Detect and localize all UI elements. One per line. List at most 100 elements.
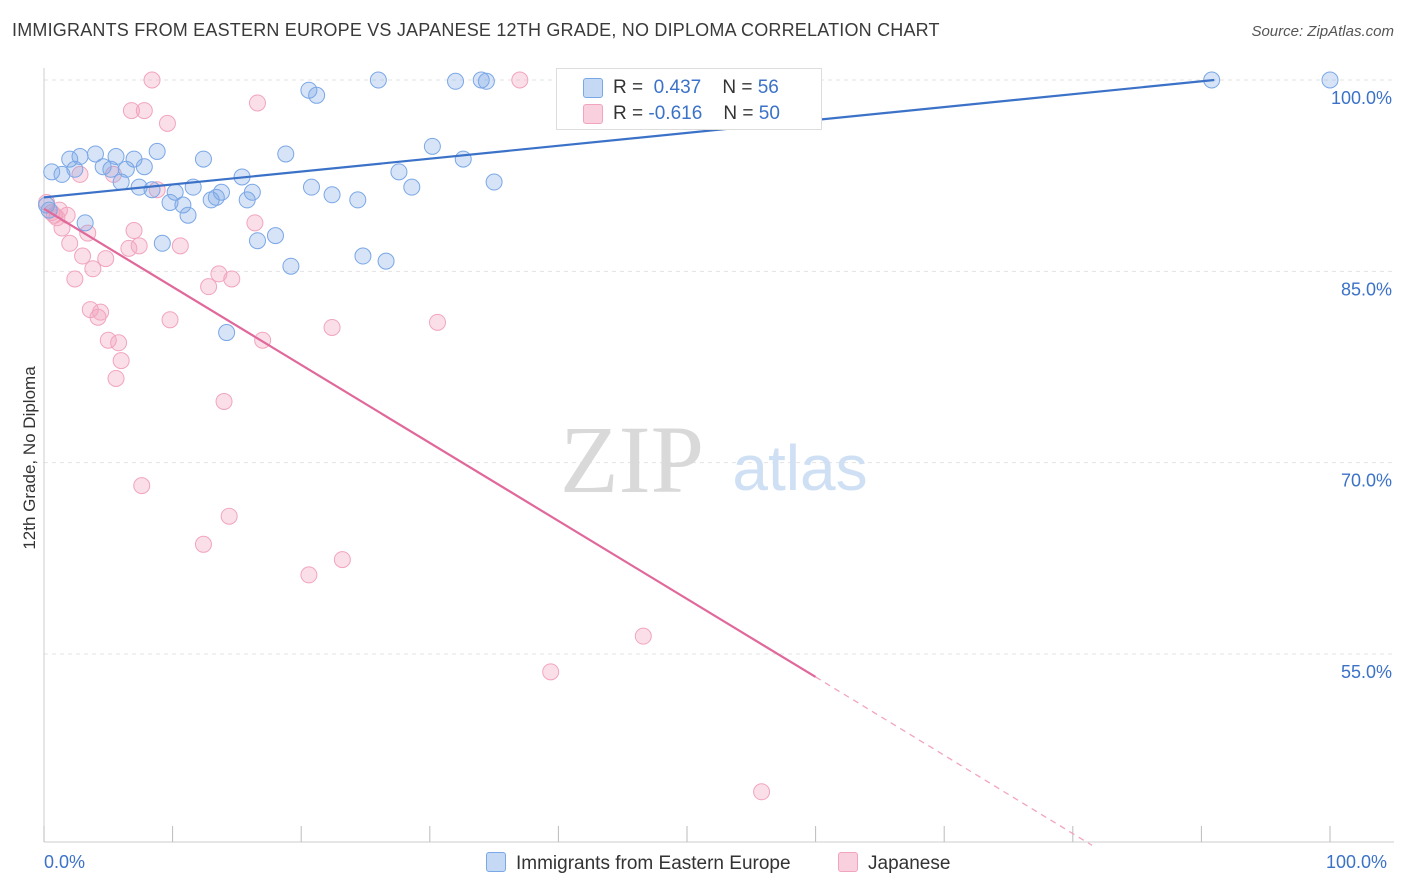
data-point-japanese: [246, 214, 264, 232]
data-point-eastern-europe: [390, 163, 408, 181]
data-point-japanese: [107, 369, 125, 387]
legend-r-label: R =: [613, 77, 644, 98]
x-tick-label-min: 0.0%: [44, 852, 86, 872]
y-tick-labels: 100.0% 85.0% 70.0% 55.0%: [1331, 88, 1392, 682]
data-point-eastern-europe: [148, 142, 166, 160]
trend-line-eastern-europe: [43, 78, 1215, 199]
data-point-japanese: [120, 239, 138, 257]
data-point-eastern-europe: [76, 214, 94, 232]
data-point-eastern-europe: [107, 148, 125, 166]
legend-n-value-pink: 50: [758, 103, 780, 124]
data-point-japanese: [634, 627, 652, 645]
legend-n-label: N =: [723, 103, 754, 124]
data-point-eastern-europe: [454, 150, 472, 168]
data-point-japanese: [112, 352, 130, 370]
data-point-eastern-europe: [1321, 71, 1339, 89]
data-point-eastern-europe: [447, 72, 465, 90]
series-japanese-points: [38, 71, 771, 801]
data-point-japanese: [248, 94, 266, 112]
data-point-japanese: [215, 392, 233, 410]
data-point-eastern-europe: [43, 163, 61, 181]
data-point-eastern-europe: [323, 186, 341, 204]
bottom-legend-swatch-blue: [486, 852, 506, 872]
legend-n-label: N =: [722, 77, 753, 98]
data-point-eastern-europe: [174, 196, 192, 214]
data-point-eastern-europe: [66, 160, 84, 178]
watermark-zip: ZIP: [560, 406, 704, 513]
data-point-eastern-europe: [212, 183, 230, 201]
data-point-japanese: [333, 551, 351, 569]
data-point-eastern-europe: [207, 188, 225, 206]
trend-lines: [43, 78, 1215, 846]
data-point-japanese: [210, 265, 228, 283]
data-point-japanese: [92, 303, 110, 321]
data-point-eastern-europe: [266, 227, 284, 245]
data-point-japanese: [194, 535, 212, 553]
data-point-japanese: [220, 507, 238, 525]
data-point-eastern-europe: [161, 193, 179, 211]
data-point-japanese: [125, 222, 143, 240]
y-tick-label: 100.0%: [1331, 88, 1392, 108]
data-point-japanese: [99, 331, 117, 349]
data-point-japanese: [97, 250, 115, 268]
legend-r-value-blue: 0.437: [653, 77, 702, 98]
trend-line-japanese-extension: [815, 676, 1093, 846]
data-point-eastern-europe: [218, 324, 236, 342]
data-point-japanese: [200, 278, 218, 296]
data-point-japanese: [84, 260, 102, 278]
data-point-japanese: [753, 783, 771, 801]
data-point-eastern-europe: [369, 71, 387, 89]
legend-swatch-blue: [583, 77, 603, 98]
gridlines: [44, 79, 1394, 655]
data-point-eastern-europe: [248, 232, 266, 250]
data-point-japanese: [66, 270, 84, 288]
x-tick-label-max: 100.0%: [1326, 852, 1388, 872]
data-point-eastern-europe: [308, 86, 326, 104]
data-point-japanese: [143, 71, 161, 89]
data-point-japanese: [122, 102, 140, 120]
data-point-eastern-europe: [61, 150, 79, 168]
data-point-eastern-europe: [403, 178, 421, 196]
data-point-eastern-europe: [194, 150, 212, 168]
data-point-japanese: [511, 71, 529, 89]
data-point-eastern-europe: [302, 178, 320, 196]
data-point-eastern-europe: [179, 206, 197, 224]
data-point-japanese: [171, 237, 189, 255]
correlation-legend: R = 0.437 N = 56 R = -0.616 N = 50: [556, 68, 822, 130]
data-point-japanese: [74, 247, 92, 265]
data-point-eastern-europe: [53, 165, 71, 183]
bottom-legend-japanese: Japanese: [838, 852, 950, 875]
data-point-japanese: [130, 237, 148, 255]
data-point-eastern-europe: [243, 183, 261, 201]
data-point-eastern-europe: [102, 160, 120, 178]
data-point-eastern-europe: [349, 191, 367, 209]
chart-source: Source: ZipAtlas.com: [1251, 23, 1394, 40]
data-point-japanese: [323, 318, 341, 336]
data-point-eastern-europe: [423, 137, 441, 155]
legend-r-label: R =: [613, 103, 644, 124]
data-point-eastern-europe: [277, 145, 295, 163]
data-point-eastern-europe: [143, 181, 161, 199]
data-point-japanese: [135, 102, 153, 120]
data-point-eastern-europe: [477, 72, 495, 90]
legend-r-value-pink: -0.616: [648, 103, 703, 124]
chart-title: IMMIGRANTS FROM EASTERN EUROPE VS JAPANE…: [12, 20, 940, 40]
y-tick-label: 55.0%: [1341, 662, 1392, 682]
bottom-legend-eastern-europe: Immigrants from Eastern Europe: [486, 852, 791, 875]
trend-line-japanese: [43, 207, 817, 678]
legend-row-blue: R = 0.437 N = 56: [583, 77, 779, 101]
data-point-japanese: [89, 308, 107, 326]
y-tick-label: 85.0%: [1341, 279, 1392, 299]
bottom-legend-label-blue: Immigrants from Eastern Europe: [516, 853, 791, 874]
y-tick-label: 70.0%: [1341, 471, 1392, 491]
data-point-japanese: [542, 663, 560, 681]
data-point-eastern-europe: [354, 247, 372, 265]
legend-row-pink: R = -0.616 N = 50: [583, 103, 780, 127]
data-point-japanese: [300, 566, 318, 584]
data-point-eastern-europe: [377, 252, 395, 270]
data-point-japanese: [61, 234, 79, 252]
data-point-japanese: [223, 270, 241, 288]
data-point-japanese: [71, 165, 89, 183]
data-point-japanese: [429, 313, 447, 331]
